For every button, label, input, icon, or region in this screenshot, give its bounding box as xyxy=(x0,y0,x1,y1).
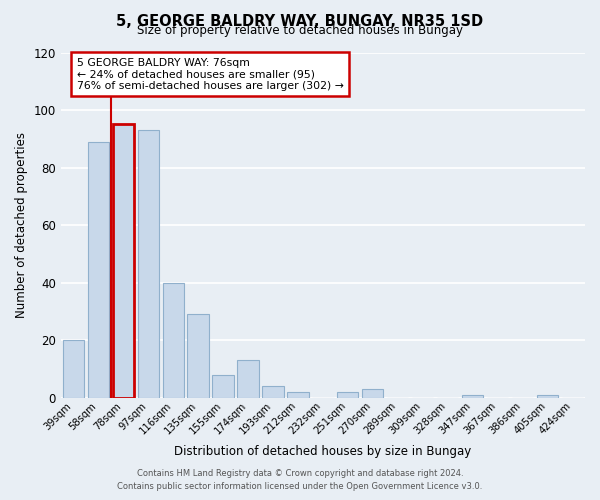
Bar xyxy=(462,395,483,398)
Text: Size of property relative to detached houses in Bungay: Size of property relative to detached ho… xyxy=(137,24,463,37)
Bar xyxy=(113,124,134,398)
Bar xyxy=(137,130,159,398)
Bar xyxy=(262,386,284,398)
Bar xyxy=(537,395,558,398)
Bar xyxy=(62,340,84,398)
Bar xyxy=(337,392,358,398)
Bar xyxy=(238,360,259,398)
Bar xyxy=(88,142,109,398)
Bar xyxy=(212,375,233,398)
Text: 5 GEORGE BALDRY WAY: 76sqm
← 24% of detached houses are smaller (95)
76% of semi: 5 GEORGE BALDRY WAY: 76sqm ← 24% of deta… xyxy=(77,58,343,91)
Text: 5, GEORGE BALDRY WAY, BUNGAY, NR35 1SD: 5, GEORGE BALDRY WAY, BUNGAY, NR35 1SD xyxy=(116,14,484,29)
Y-axis label: Number of detached properties: Number of detached properties xyxy=(15,132,28,318)
Bar xyxy=(362,389,383,398)
Text: Contains HM Land Registry data © Crown copyright and database right 2024.
Contai: Contains HM Land Registry data © Crown c… xyxy=(118,469,482,491)
Bar xyxy=(163,282,184,398)
X-axis label: Distribution of detached houses by size in Bungay: Distribution of detached houses by size … xyxy=(174,444,472,458)
Bar xyxy=(187,314,209,398)
Bar xyxy=(287,392,308,398)
